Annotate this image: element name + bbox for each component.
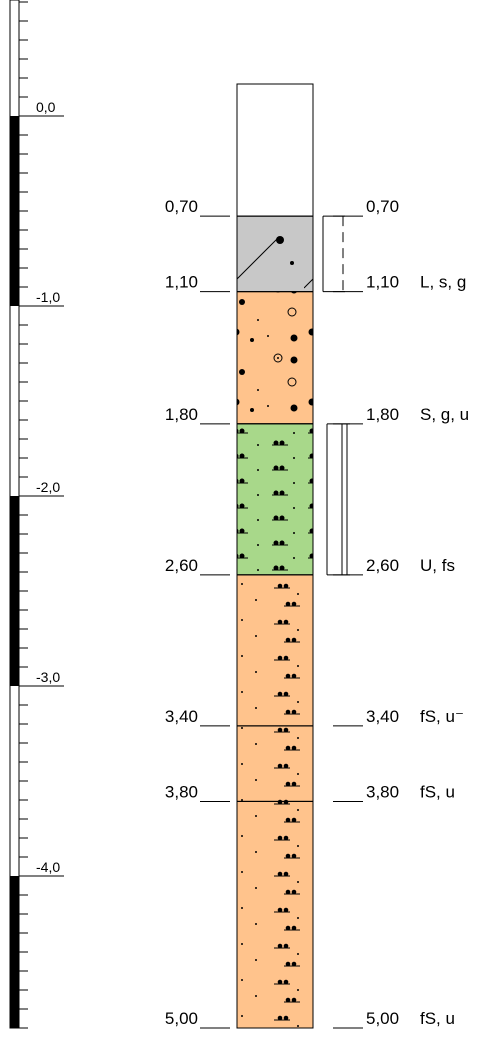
layer-pattern bbox=[236, 574, 314, 727]
scale-label: -1,0 bbox=[36, 289, 60, 305]
scale-block bbox=[10, 116, 19, 306]
depth-label-right: 2,60 bbox=[366, 556, 399, 575]
layer-pattern bbox=[236, 215, 314, 293]
scale-block bbox=[10, 876, 19, 1028]
layer bbox=[236, 83, 314, 217]
scale-label: -2,0 bbox=[36, 479, 60, 495]
soil-description: fS, u⁻ bbox=[420, 707, 464, 726]
depth-label-left: 3,40 bbox=[165, 707, 198, 726]
soil-description: fS, u bbox=[420, 782, 455, 801]
depth-label-right: 5,00 bbox=[366, 1009, 399, 1028]
depth-label-left: 5,00 bbox=[165, 1009, 198, 1028]
layer-pattern bbox=[236, 423, 314, 576]
soil-description: S, g, u bbox=[420, 405, 469, 424]
soil-description: U, fs bbox=[420, 556, 455, 575]
layer-pattern bbox=[236, 800, 314, 1029]
depth-label-left: 0,70 bbox=[165, 197, 198, 216]
layer-pattern bbox=[236, 291, 314, 425]
soil-description: L, s, g bbox=[420, 273, 466, 292]
depth-label-right: 1,10 bbox=[366, 273, 399, 292]
depth-label-right: 3,40 bbox=[366, 707, 399, 726]
depth-label-left: 3,80 bbox=[165, 782, 198, 801]
depth-label-right: 0,70 bbox=[366, 197, 399, 216]
scale-label: -4,0 bbox=[36, 859, 60, 875]
depth-label-right: 3,80 bbox=[366, 782, 399, 801]
scale-label: 0,0 bbox=[36, 99, 56, 115]
scale-label: -3,0 bbox=[36, 669, 60, 685]
soil-description: fS, u bbox=[420, 1009, 455, 1028]
depth-label-left: 1,10 bbox=[165, 273, 198, 292]
layer-pattern bbox=[236, 725, 314, 802]
depth-label-right: 1,80 bbox=[366, 405, 399, 424]
depth-label-left: 1,80 bbox=[165, 405, 198, 424]
depth-label-left: 2,60 bbox=[165, 556, 198, 575]
scale-block bbox=[10, 496, 19, 686]
